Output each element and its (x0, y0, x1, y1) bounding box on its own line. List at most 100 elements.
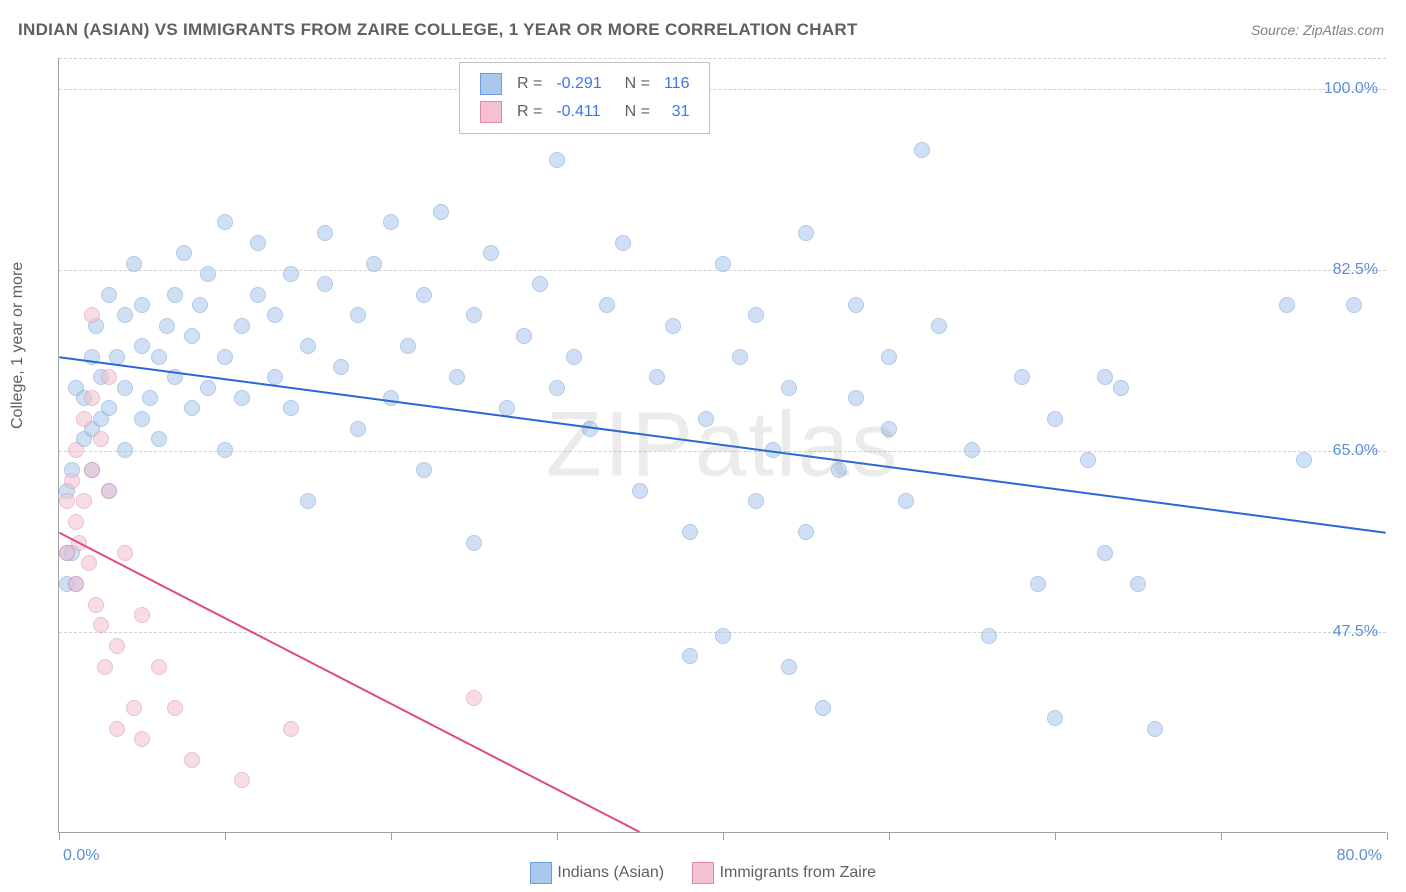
data-point (317, 225, 333, 241)
data-point (64, 473, 80, 489)
data-point (848, 297, 864, 313)
data-point (117, 442, 133, 458)
y-tick-label: 47.5% (1333, 623, 1378, 641)
data-point (1130, 576, 1146, 592)
data-point (184, 328, 200, 344)
data-point (1296, 452, 1312, 468)
x-tick (391, 832, 392, 840)
data-point (781, 380, 797, 396)
legend-item: Immigrants from Zaire (692, 862, 876, 884)
data-point (748, 493, 764, 509)
data-point (881, 349, 897, 365)
data-point (549, 152, 565, 168)
data-point (167, 369, 183, 385)
watermark-text: ZIPatlas (546, 393, 899, 498)
r-label: R = (511, 71, 548, 97)
legend-row: R =-0.411 N =31 (474, 99, 695, 125)
x-tick (1387, 832, 1388, 840)
data-point (109, 638, 125, 654)
data-point (234, 772, 250, 788)
data-point (416, 287, 432, 303)
data-point (142, 390, 158, 406)
data-point (76, 493, 92, 509)
data-point (117, 545, 133, 561)
data-point (765, 442, 781, 458)
data-point (715, 628, 731, 644)
data-point (815, 700, 831, 716)
data-point (649, 369, 665, 385)
data-point (1014, 369, 1030, 385)
y-tick-label: 65.0% (1333, 442, 1378, 460)
x-tick (723, 832, 724, 840)
data-point (532, 276, 548, 292)
data-point (167, 287, 183, 303)
gridline (59, 58, 1386, 59)
data-point (200, 380, 216, 396)
data-point (101, 369, 117, 385)
data-point (151, 349, 167, 365)
data-point (632, 483, 648, 499)
data-point (68, 576, 84, 592)
data-point (109, 721, 125, 737)
data-point (134, 731, 150, 747)
data-point (184, 752, 200, 768)
data-point (416, 462, 432, 478)
data-point (84, 349, 100, 365)
data-point (134, 411, 150, 427)
data-point (101, 287, 117, 303)
data-point (599, 297, 615, 313)
data-point (466, 535, 482, 551)
data-point (682, 648, 698, 664)
data-point (234, 390, 250, 406)
scatter-chart: ZIPatlas R =-0.291 N =116R =-0.411 N =31… (58, 58, 1386, 833)
data-point (964, 442, 980, 458)
data-point (283, 266, 299, 282)
x-tick (889, 832, 890, 840)
data-point (81, 555, 97, 571)
data-point (267, 307, 283, 323)
data-point (176, 245, 192, 261)
y-tick-label: 82.5% (1333, 261, 1378, 279)
data-point (134, 338, 150, 354)
x-tick (557, 832, 558, 840)
data-point (117, 307, 133, 323)
x-tick (59, 832, 60, 840)
data-point (300, 338, 316, 354)
data-point (88, 597, 104, 613)
trend-lines-layer (59, 58, 1386, 832)
data-point (101, 483, 117, 499)
n-label: N = (610, 71, 656, 97)
data-point (1047, 411, 1063, 427)
data-point (1147, 721, 1163, 737)
data-point (366, 256, 382, 272)
data-point (516, 328, 532, 344)
data-point (582, 421, 598, 437)
data-point (151, 431, 167, 447)
data-point (549, 380, 565, 396)
data-point (466, 690, 482, 706)
data-point (93, 617, 109, 633)
legend-swatch (480, 73, 502, 95)
data-point (682, 524, 698, 540)
data-point (931, 318, 947, 334)
data-point (798, 524, 814, 540)
data-point (109, 349, 125, 365)
data-point (333, 359, 349, 375)
data-point (192, 297, 208, 313)
data-point (151, 659, 167, 675)
data-point (383, 390, 399, 406)
data-point (217, 214, 233, 230)
trend-line (59, 357, 1385, 532)
data-point (93, 431, 109, 447)
data-point (283, 400, 299, 416)
data-point (317, 276, 333, 292)
legend-swatch (692, 862, 714, 884)
data-point (68, 442, 84, 458)
data-point (566, 349, 582, 365)
y-tick-label: 100.0% (1324, 80, 1378, 98)
data-point (250, 235, 266, 251)
data-point (466, 307, 482, 323)
data-point (267, 369, 283, 385)
x-tick (1055, 832, 1056, 840)
data-point (126, 700, 142, 716)
